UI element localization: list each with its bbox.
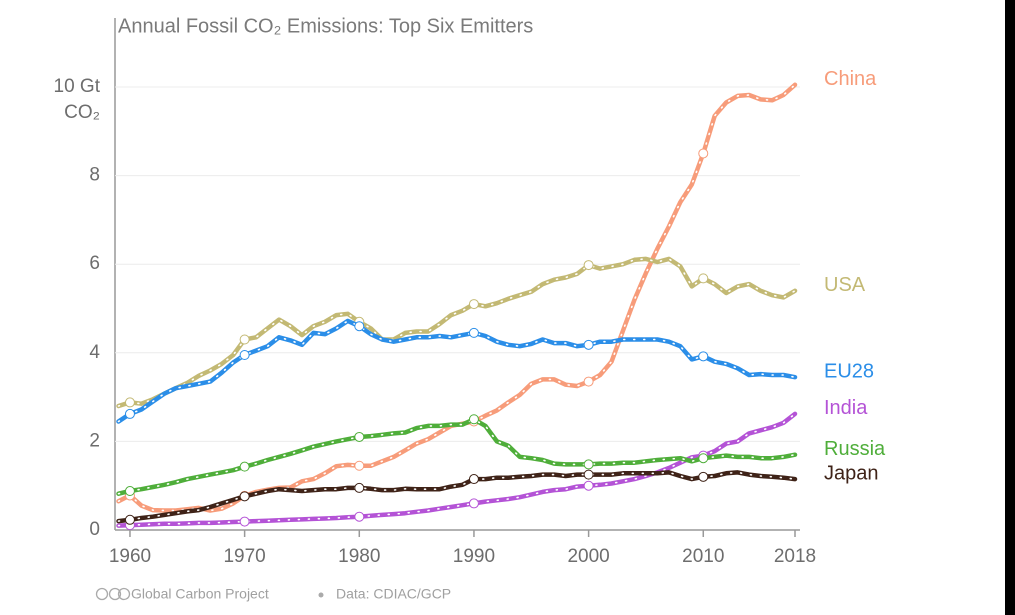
point	[583, 260, 594, 271]
y-tick-label: 6	[89, 253, 100, 274]
point	[698, 148, 709, 159]
point	[124, 408, 135, 419]
x-tick-label: 2010	[682, 546, 724, 567]
point	[354, 321, 365, 332]
legend-label: EU28	[824, 360, 874, 382]
point	[124, 514, 135, 525]
line	[116, 256, 798, 409]
point	[583, 469, 594, 480]
point	[354, 460, 365, 471]
point	[468, 299, 479, 310]
line	[116, 417, 798, 496]
x-tick-label: 1960	[109, 546, 151, 567]
y-tick-label: 8	[89, 165, 100, 186]
y-tick-label: 0	[89, 519, 100, 540]
line-dots	[117, 319, 796, 423]
series	[116, 318, 798, 424]
y-tick-label: 2	[89, 430, 100, 451]
point	[239, 461, 250, 472]
separator	[318, 592, 324, 598]
x-tick-label: 1970	[223, 546, 265, 567]
point	[239, 350, 250, 361]
line-dots	[117, 84, 796, 512]
line	[116, 318, 798, 424]
legend-label: Japan	[824, 462, 879, 484]
line	[116, 82, 798, 513]
point	[468, 474, 479, 485]
legend-label: USA	[824, 274, 866, 296]
source: Global Carbon Project	[131, 586, 269, 602]
line	[116, 470, 798, 524]
line-dots	[117, 413, 796, 527]
point	[239, 516, 250, 527]
legend-label: India	[824, 397, 868, 419]
x-tick-label: 1990	[453, 546, 495, 567]
y-tick-label: 10 Gt	[54, 76, 101, 97]
point	[239, 491, 250, 502]
point	[468, 414, 479, 425]
point	[698, 471, 709, 482]
y-tick-label: 4	[89, 342, 100, 363]
chart-title: Annual Fossil CO₂ Emissions: Top Six Emi…	[118, 15, 533, 37]
frame-edge	[1005, 0, 1015, 615]
legend-label: Russia	[824, 438, 886, 460]
point	[354, 511, 365, 522]
legend-label: China	[824, 68, 877, 90]
point	[583, 376, 594, 387]
point	[124, 486, 135, 497]
series	[116, 256, 798, 409]
line-dots	[117, 258, 796, 407]
point	[583, 339, 594, 350]
x-tick-label: 2000	[567, 546, 609, 567]
x-tick-label: 1980	[338, 546, 380, 567]
series	[116, 469, 798, 525]
point	[354, 482, 365, 493]
point	[583, 480, 594, 491]
point	[468, 327, 479, 338]
point	[124, 397, 135, 408]
point	[354, 431, 365, 442]
x-tick-label: 2018	[774, 546, 816, 567]
point	[468, 498, 479, 509]
y-unit: CO₂	[64, 102, 100, 123]
point	[698, 351, 709, 362]
line-dots	[117, 471, 796, 522]
data-note: Data: CDIAC/GCP	[336, 586, 451, 602]
series	[116, 82, 798, 513]
point	[583, 459, 594, 470]
series	[116, 414, 798, 497]
cc-icons	[95, 587, 131, 601]
point	[698, 453, 709, 464]
point	[239, 334, 250, 345]
point	[698, 273, 709, 284]
